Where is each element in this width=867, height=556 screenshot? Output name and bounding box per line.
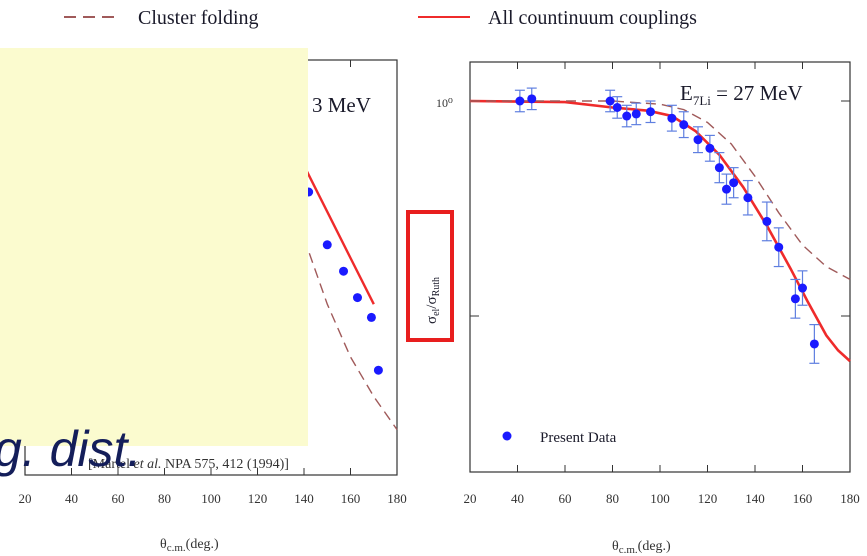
left-data-point xyxy=(322,240,332,250)
data-point xyxy=(809,339,819,349)
data-point xyxy=(667,113,677,123)
data-point xyxy=(612,102,622,112)
left-data-point xyxy=(373,365,383,375)
right-xtick-label: 180 xyxy=(840,491,860,506)
data-point xyxy=(729,178,739,188)
right-curve-dashed xyxy=(470,100,851,281)
left-xtick-label: 100 xyxy=(201,491,221,506)
overlay-text: g. dist. xyxy=(0,421,142,477)
left-xtick-label: 140 xyxy=(294,491,314,506)
legend-present-data-label: Present Data xyxy=(540,430,617,446)
left-data-point xyxy=(339,266,349,276)
data-point xyxy=(515,96,525,106)
ylabel-highlight-box: σel/σRuth xyxy=(406,210,454,342)
right-curve-solid xyxy=(469,99,851,363)
left-xtick-label: 20 xyxy=(19,491,32,506)
right-xtick-label: 160 xyxy=(793,491,813,506)
data-point xyxy=(693,135,703,145)
data-point xyxy=(798,283,807,293)
left-xtick-label: 40 xyxy=(65,491,78,506)
left-xtick-label: 80 xyxy=(158,491,171,506)
left-data-point xyxy=(366,312,376,322)
legend: Cluster folding All countinuum couplings xyxy=(64,7,697,29)
left-xtick-label: 160 xyxy=(341,491,361,506)
data-point xyxy=(705,143,715,153)
right-xtick-label: 100 xyxy=(650,491,670,506)
right-xlabel: θc.m.(deg.) xyxy=(612,539,671,556)
left-curve-solid xyxy=(302,165,375,305)
right-xtick-label: 40 xyxy=(511,491,524,506)
right-xtick-label: 20 xyxy=(464,491,477,506)
left-xtick-label: 120 xyxy=(248,491,268,506)
left-xtick-label: 60 xyxy=(112,491,125,506)
left-xlabel: θc.m.(deg.) xyxy=(160,537,219,554)
data-point xyxy=(722,184,731,194)
data-point xyxy=(790,294,800,304)
right-xtick-label: 60 xyxy=(559,491,572,506)
data-point xyxy=(679,120,689,130)
legend-present-data-marker xyxy=(502,431,512,441)
left-citation: [Martel et al. NPA 575, 412 (1994)] xyxy=(88,457,289,472)
data-point xyxy=(762,216,772,226)
data-point xyxy=(622,111,632,121)
left-energy-label: 3 MeV xyxy=(312,93,371,117)
right-xtick-label: 120 xyxy=(698,491,718,506)
legend-label-cluster-folding: Cluster folding xyxy=(138,7,259,29)
data-point xyxy=(605,96,615,106)
right-plot-frame xyxy=(469,61,851,473)
right-ylabel: σel/σRuth xyxy=(424,277,442,324)
data-point xyxy=(646,107,655,117)
left-data-point xyxy=(352,293,362,303)
text-overlay-box: g. dist. xyxy=(0,48,308,474)
data-point xyxy=(774,242,784,252)
data-point xyxy=(631,109,641,119)
data-point xyxy=(743,193,753,203)
right-ytick-label: 10⁰ xyxy=(436,96,453,110)
legend-label-continuum: All countinuum couplings xyxy=(488,7,697,29)
left-xtick-label: 180 xyxy=(387,491,407,506)
data-point xyxy=(714,163,724,173)
data-point xyxy=(527,94,537,104)
right-xtick-label: 80 xyxy=(606,491,619,506)
right-xtick-label: 140 xyxy=(745,491,765,506)
right-energy-label: E7Li = 27 MeV xyxy=(680,81,803,108)
